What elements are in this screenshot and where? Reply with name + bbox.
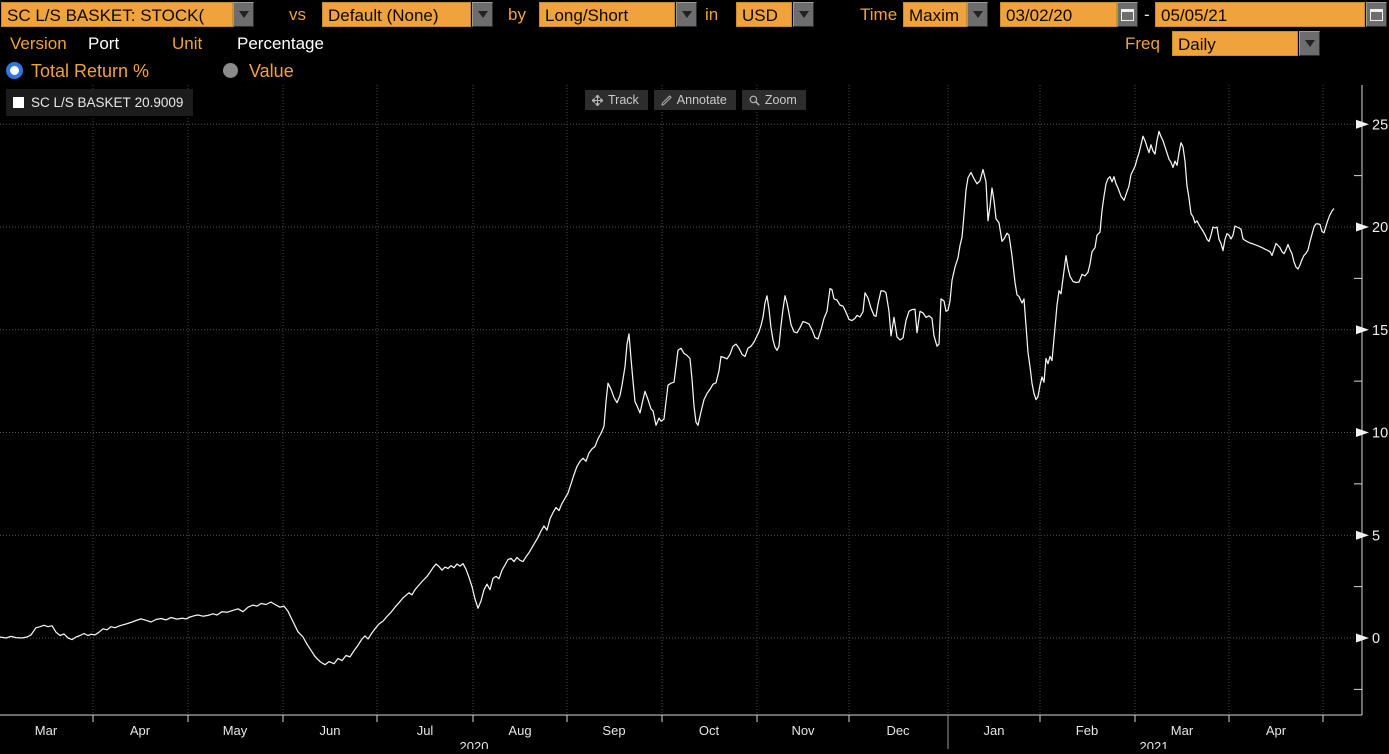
by-dropdown-arrow[interactable] — [676, 2, 697, 27]
security-dropdown-arrow[interactable] — [233, 2, 254, 27]
vs-dropdown[interactable]: Default (None) — [322, 2, 471, 27]
annotate-button[interactable]: Annotate — [653, 90, 736, 110]
svg-text:Mar: Mar — [1171, 723, 1194, 738]
unit-label: Unit — [172, 34, 203, 53]
end-date-value: 05/05/21 — [1161, 6, 1228, 25]
chevron-down-icon — [1304, 40, 1315, 47]
value-radio[interactable] — [223, 63, 238, 78]
svg-text:10: 10 — [1372, 426, 1388, 442]
currency-dropdown-value: USD — [742, 6, 778, 25]
calendar-icon — [1121, 8, 1134, 21]
vs-label: vs — [289, 5, 306, 24]
start-date-value: 03/02/20 — [1006, 6, 1073, 25]
track-crosshair-icon — [592, 94, 603, 106]
end-date-field[interactable]: 05/05/21 — [1155, 2, 1365, 27]
svg-text:15: 15 — [1372, 323, 1388, 339]
chart-area[interactable]: Mar Apr May Jun Jul Aug Sep Oct Nov Dec Jan Feb Mar A… — [0, 85, 1389, 754]
track-button-label: Track — [608, 93, 639, 107]
svg-text:Jan: Jan — [984, 723, 1005, 738]
freq-dropdown-value: Daily — [1178, 35, 1216, 54]
security-dropdown[interactable]: SC L/S BASKET: STOCK( — [1, 2, 233, 27]
zoom-magnifier-icon — [749, 95, 760, 106]
legend-box: SC L/S BASKET 20.9009 — [6, 89, 194, 116]
vs-dropdown-arrow[interactable] — [472, 2, 493, 27]
svg-text:20: 20 — [1372, 220, 1388, 236]
legend-series-name: SC L/S BASKET — [31, 95, 131, 110]
by-dropdown-value: Long/Short — [545, 6, 629, 25]
time-label: Time — [860, 5, 898, 24]
date-range-separator: - — [1144, 5, 1150, 24]
freq-dropdown-arrow[interactable] — [1299, 31, 1320, 56]
by-dropdown[interactable]: Long/Short — [539, 2, 675, 27]
start-date-calendar-button[interactable] — [1117, 2, 1138, 27]
chevron-down-icon — [477, 11, 488, 18]
svg-text:Oct: Oct — [699, 723, 720, 738]
chevron-down-icon — [681, 11, 692, 18]
unit-value[interactable]: Percentage — [237, 34, 324, 53]
svg-text:Jun: Jun — [320, 723, 341, 738]
chevron-down-icon — [798, 11, 809, 18]
time-range-dropdown-arrow[interactable] — [967, 2, 988, 27]
price-line-chart[interactable]: Mar Apr May Jun Jul Aug Sep Oct Nov Dec Jan Feb Mar A… — [0, 85, 1389, 754]
zoom-button-label: Zoom — [764, 93, 797, 107]
zoom-button[interactable]: Zoom — [741, 90, 806, 110]
svg-text:Mar: Mar — [35, 723, 58, 738]
vs-dropdown-value: Default (None) — [328, 6, 439, 25]
security-dropdown-value: SC L/S BASKET: STOCK( — [7, 6, 205, 25]
currency-dropdown[interactable]: USD — [736, 2, 792, 27]
legend-last-value: 20.9009 — [134, 95, 184, 110]
annotate-button-label: Annotate — [676, 93, 727, 107]
start-date-field[interactable]: 03/02/20 — [1000, 2, 1117, 27]
chart-toolbar: Track Annotate Zoom — [585, 90, 806, 110]
time-range-value: Maxim — [909, 6, 960, 25]
svg-text:Dec: Dec — [886, 723, 910, 738]
chevron-down-icon — [972, 11, 983, 18]
currency-dropdown-arrow[interactable] — [793, 2, 814, 27]
view-toggle: Total Return % Value — [0, 56, 1389, 85]
by-label: by — [508, 5, 526, 24]
version-value[interactable]: Port — [88, 34, 120, 53]
freq-dropdown[interactable]: Daily — [1172, 31, 1298, 56]
annotate-pencil-icon — [661, 94, 672, 106]
track-button[interactable]: Track — [585, 90, 648, 110]
svg-text:Apr: Apr — [130, 723, 151, 738]
svg-text:May: May — [223, 723, 248, 738]
svg-text:2021: 2021 — [1140, 739, 1169, 749]
freq-label: Freq — [1125, 34, 1160, 53]
time-range-dropdown[interactable]: Maxim — [903, 2, 967, 27]
value-radio-label[interactable]: Value — [249, 61, 294, 81]
total-return-radio[interactable] — [6, 62, 23, 79]
svg-text:2020: 2020 — [460, 739, 489, 749]
series-swatch-icon — [13, 97, 24, 108]
svg-text:Jul: Jul — [417, 723, 434, 738]
chevron-down-icon — [238, 11, 249, 18]
legend-text: SC L/S BASKET 20.9009 — [31, 95, 183, 110]
svg-text:25: 25 — [1372, 117, 1388, 133]
svg-text:Apr: Apr — [1266, 723, 1287, 738]
total-return-radio-label[interactable]: Total Return % — [31, 61, 150, 81]
svg-text:Nov: Nov — [791, 723, 815, 738]
svg-text:Sep: Sep — [602, 723, 625, 738]
in-label: in — [705, 5, 719, 24]
svg-text:0: 0 — [1372, 631, 1380, 647]
calendar-icon — [1370, 8, 1383, 21]
svg-text:Feb: Feb — [1076, 723, 1098, 738]
end-date-calendar-button[interactable] — [1366, 2, 1387, 27]
svg-text:5: 5 — [1372, 528, 1380, 544]
svg-text:Aug: Aug — [508, 723, 531, 738]
version-label: Version — [10, 34, 67, 53]
